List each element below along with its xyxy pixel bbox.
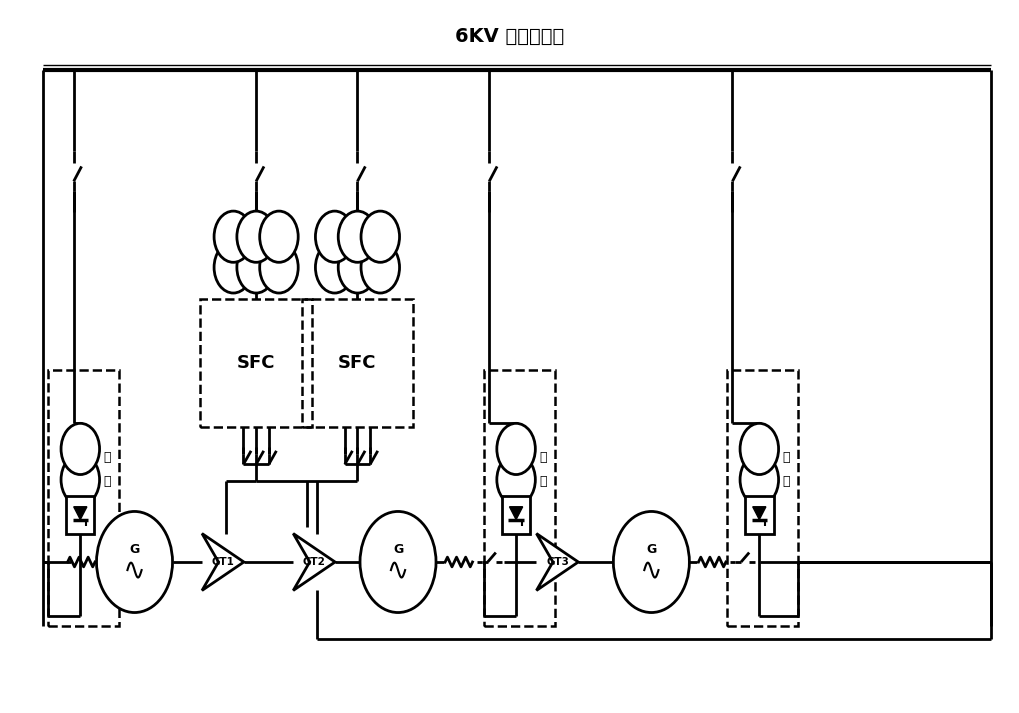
Circle shape bbox=[338, 211, 377, 262]
Text: 励: 励 bbox=[539, 451, 546, 464]
Text: G: G bbox=[646, 543, 656, 556]
Text: 磁: 磁 bbox=[539, 475, 546, 488]
Text: 励: 励 bbox=[103, 451, 111, 464]
Circle shape bbox=[497, 424, 535, 475]
Polygon shape bbox=[293, 533, 335, 590]
Text: SFC: SFC bbox=[338, 354, 377, 372]
Polygon shape bbox=[536, 533, 579, 590]
Bar bbox=[48, 370, 119, 626]
Circle shape bbox=[260, 242, 299, 293]
Circle shape bbox=[61, 424, 100, 475]
Circle shape bbox=[214, 211, 253, 262]
Bar bbox=[201, 299, 312, 427]
Text: 励: 励 bbox=[783, 451, 790, 464]
Bar bbox=[484, 370, 555, 626]
Polygon shape bbox=[753, 507, 766, 520]
Text: 磁: 磁 bbox=[103, 475, 111, 488]
Text: 6KV 厂用电母线: 6KV 厂用电母线 bbox=[454, 27, 565, 46]
Polygon shape bbox=[73, 507, 87, 520]
Text: GT1: GT1 bbox=[212, 557, 234, 567]
Circle shape bbox=[61, 454, 100, 506]
Circle shape bbox=[236, 242, 275, 293]
Circle shape bbox=[338, 242, 377, 293]
Bar bbox=[745, 496, 773, 534]
Circle shape bbox=[613, 511, 690, 612]
Circle shape bbox=[740, 454, 779, 506]
Text: G: G bbox=[393, 543, 404, 556]
Polygon shape bbox=[510, 507, 523, 520]
Circle shape bbox=[316, 242, 354, 293]
Bar bbox=[302, 299, 414, 427]
Text: SFC: SFC bbox=[236, 354, 275, 372]
Circle shape bbox=[361, 211, 399, 262]
Bar bbox=[66, 496, 95, 534]
Circle shape bbox=[497, 454, 535, 506]
Circle shape bbox=[260, 211, 299, 262]
Text: GT3: GT3 bbox=[546, 557, 569, 567]
Bar bbox=[502, 496, 530, 534]
Text: 磁: 磁 bbox=[783, 475, 790, 488]
Bar bbox=[728, 370, 798, 626]
Circle shape bbox=[214, 242, 253, 293]
Circle shape bbox=[316, 211, 354, 262]
Circle shape bbox=[361, 242, 399, 293]
Circle shape bbox=[360, 511, 436, 612]
Polygon shape bbox=[202, 533, 244, 590]
Text: G: G bbox=[129, 543, 140, 556]
Circle shape bbox=[740, 424, 779, 475]
Circle shape bbox=[236, 211, 275, 262]
Circle shape bbox=[97, 511, 172, 612]
Text: GT2: GT2 bbox=[303, 557, 326, 567]
